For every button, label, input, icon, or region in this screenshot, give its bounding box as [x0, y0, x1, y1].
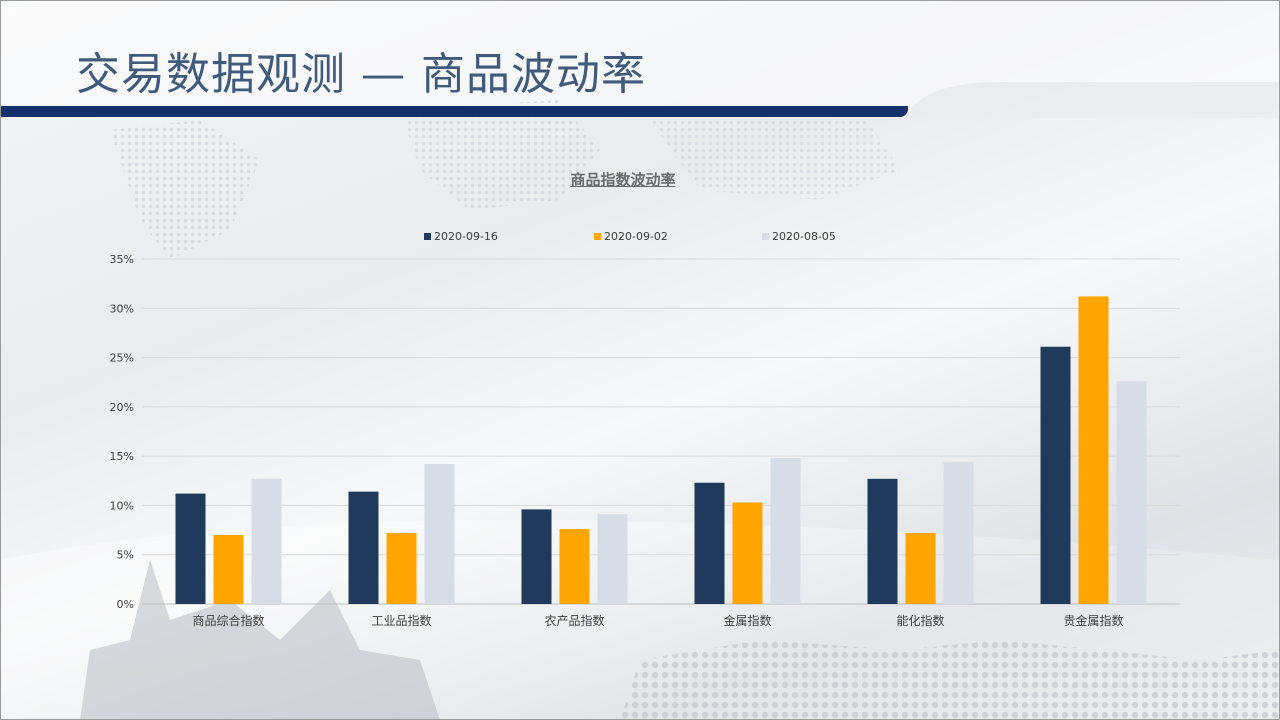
x-tick-label: 农产品指数 — [544, 613, 604, 628]
bar-series-2-2 — [386, 533, 417, 604]
legend-label-series-1: 2020-09-16 — [434, 230, 498, 243]
y-tick-label: 35% — [110, 253, 134, 266]
y-tick-label: 15% — [110, 450, 134, 463]
bar-series-3-1 — [251, 478, 282, 604]
x-tick-label: 商品综合指数 — [192, 613, 264, 628]
bar-series-1-4 — [694, 482, 725, 604]
x-tick-label: 能化指数 — [896, 613, 944, 628]
legend-swatch-series-2 — [594, 233, 601, 240]
chart-title: 商品指数波动率 — [570, 171, 676, 189]
legend-item-series-2: 2020-09-02 — [594, 230, 668, 243]
legend-swatch-series-1 — [424, 233, 431, 240]
bar-series-1-3 — [521, 509, 552, 604]
x-tick-label: 工业品指数 — [371, 613, 431, 628]
bar-series-1-2 — [348, 491, 379, 604]
x-tick-label: 贵金属指数 — [1063, 613, 1123, 628]
bar-series-1-5 — [867, 478, 898, 604]
legend-item-series-3: 2020-08-05 — [762, 230, 836, 243]
bar-series-3-5 — [943, 462, 974, 604]
legend-label-series-3: 2020-08-05 — [772, 230, 836, 243]
x-tick-label: 金属指数 — [723, 613, 771, 628]
bar-series-3-6 — [1116, 381, 1147, 604]
bar-series-1-6 — [1040, 346, 1071, 604]
bar-series-1-1 — [175, 493, 206, 604]
y-tick-label: 5% — [117, 549, 134, 562]
bar-series-2-5 — [905, 533, 936, 604]
bar-series-2-1 — [213, 535, 244, 604]
y-tick-label: 25% — [110, 352, 134, 365]
bar-series-2-3 — [559, 529, 590, 604]
title-underline-bar — [0, 106, 908, 117]
y-tick-label: 30% — [110, 302, 134, 315]
bar-series-3-2 — [424, 464, 455, 604]
bar-series-3-4 — [770, 458, 801, 604]
bar-series-2-4 — [732, 502, 763, 604]
legend-item-series-1: 2020-09-16 — [424, 230, 498, 243]
bar-series-3-3 — [597, 514, 628, 604]
y-tick-label: 0% — [117, 598, 134, 611]
y-tick-label: 20% — [110, 401, 134, 414]
slide-title: 交易数据观测 — 商品波动率 — [76, 49, 646, 100]
y-tick-label: 10% — [110, 499, 134, 512]
bar-series-2-6 — [1078, 296, 1109, 604]
chart-legend: 2020-09-16 2020-09-02 2020-08-05 — [0, 230, 1280, 246]
legend-label-series-2: 2020-09-02 — [604, 230, 668, 243]
legend-swatch-series-3 — [762, 233, 769, 240]
